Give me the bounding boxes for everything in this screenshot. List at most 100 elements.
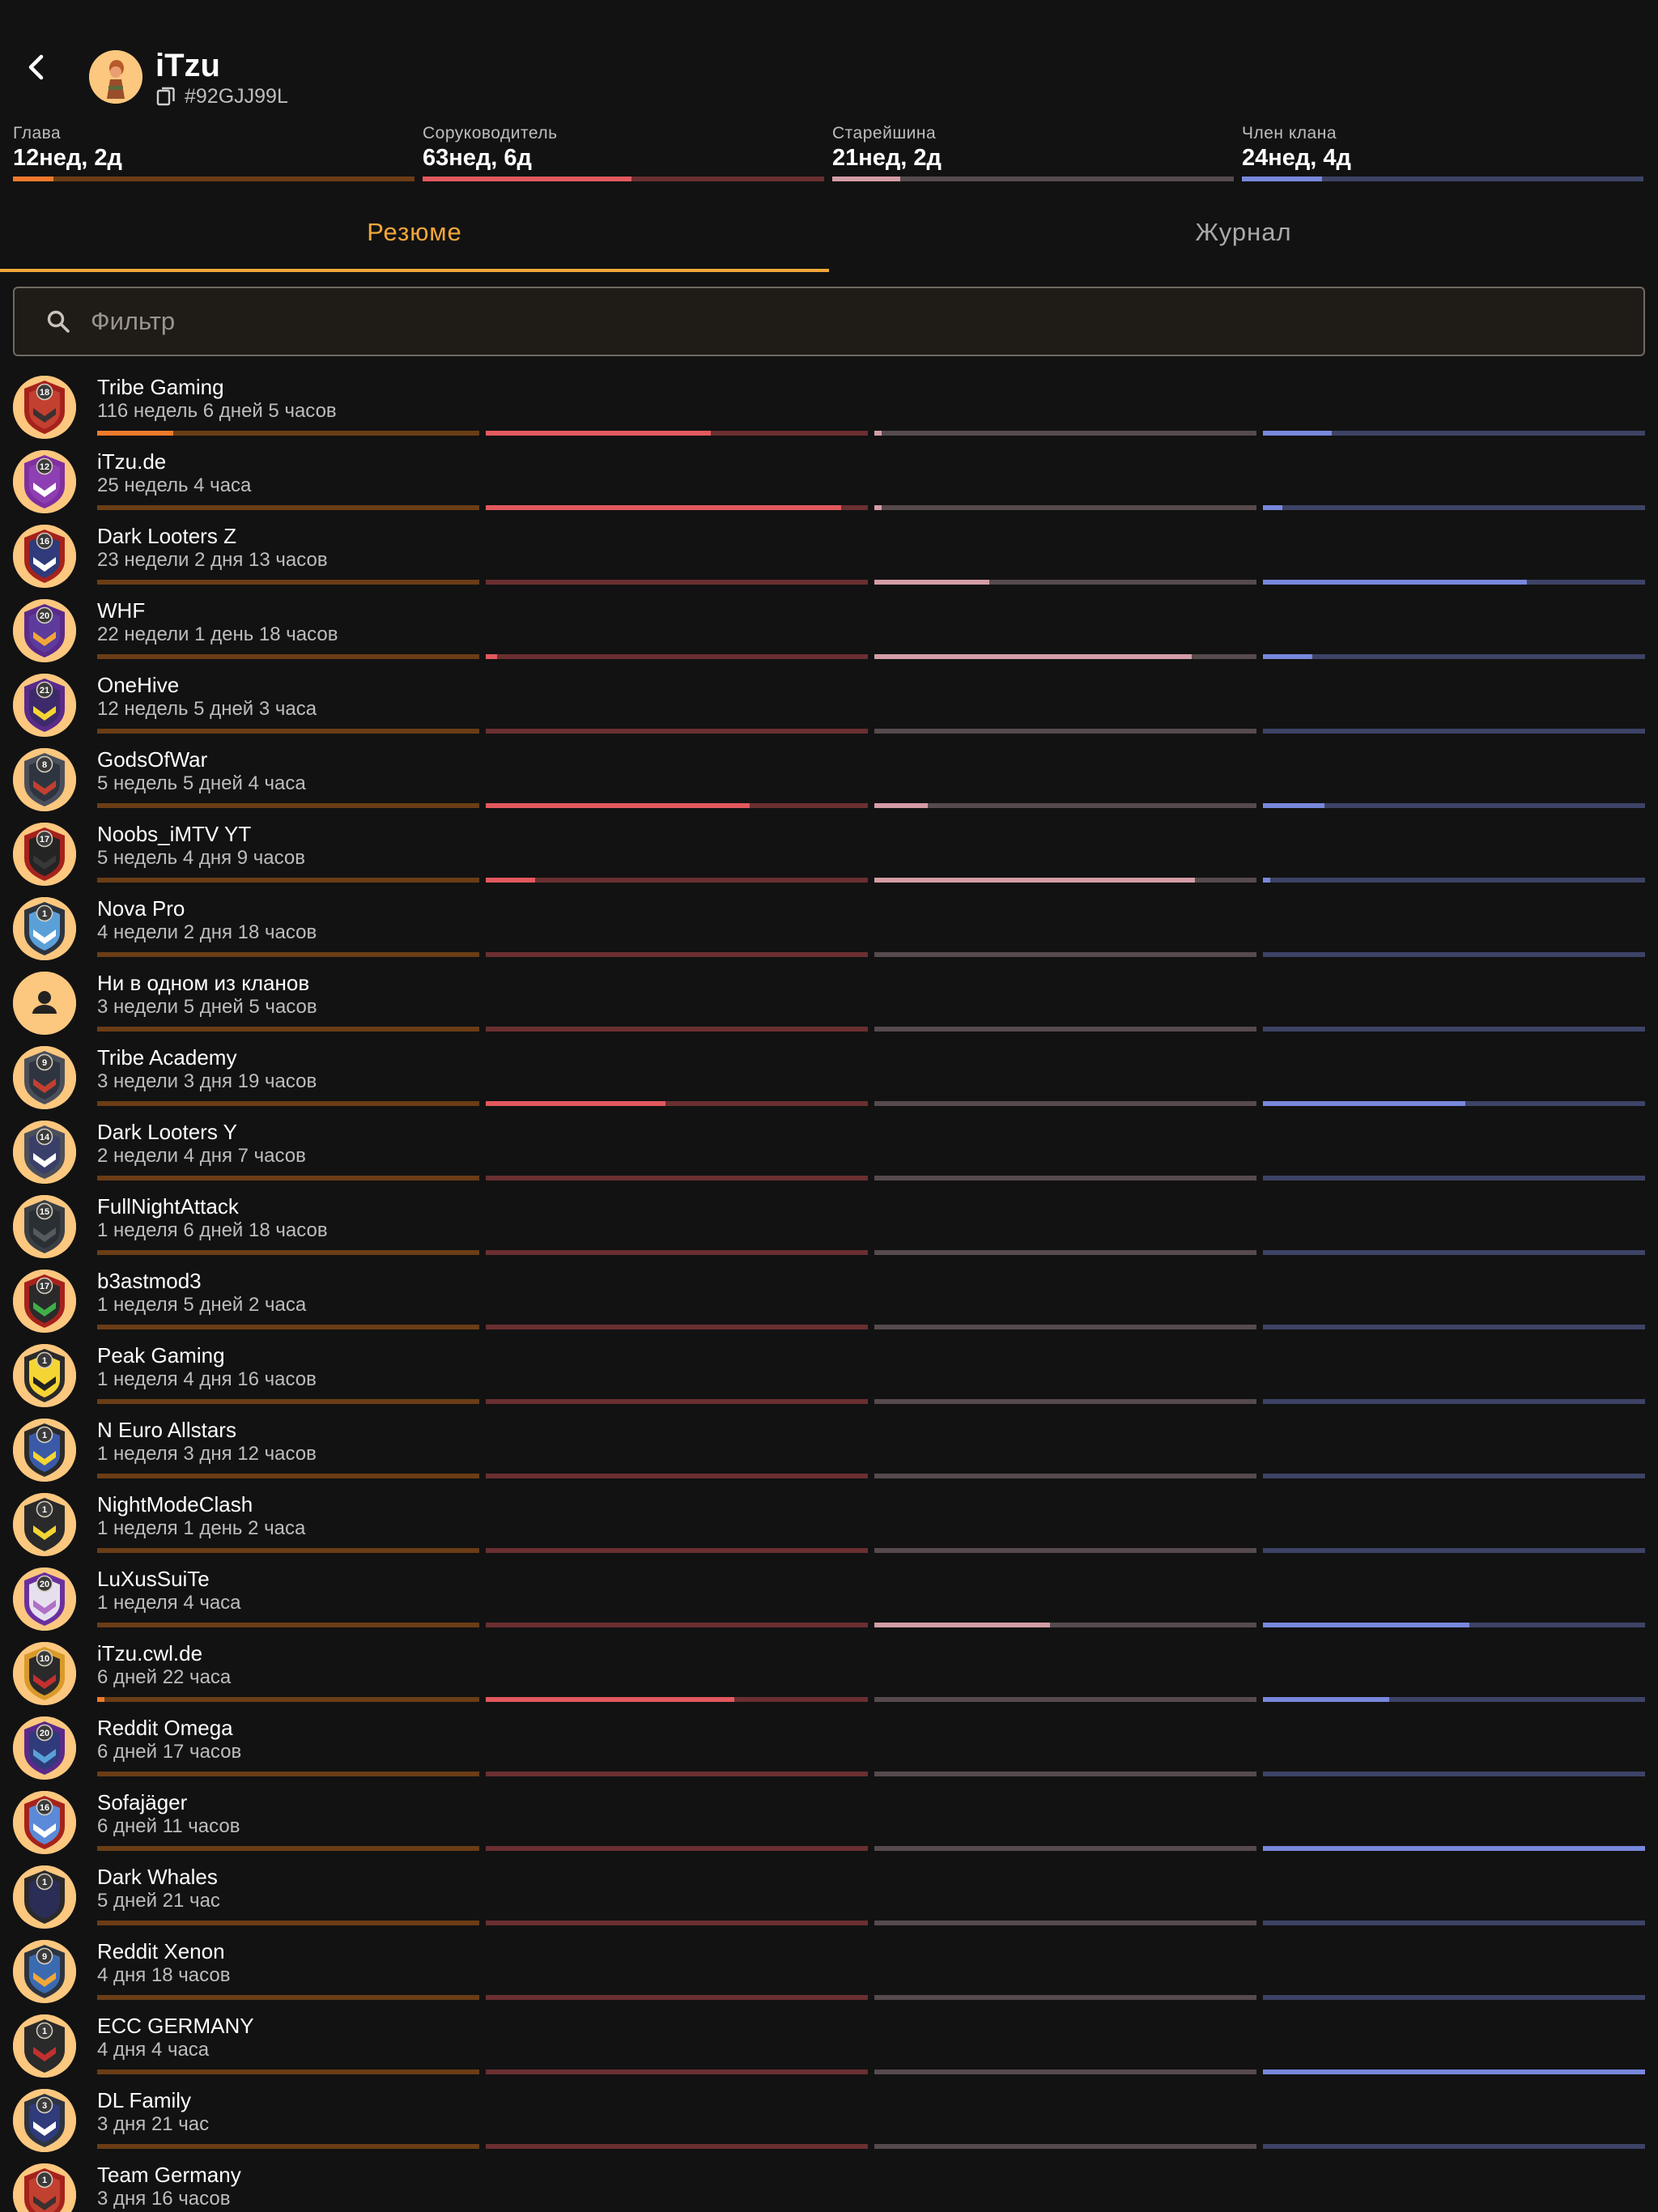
- clan-level: 12: [40, 462, 49, 472]
- clan-badge-icon: 9: [13, 1940, 76, 2003]
- clan-row[interactable]: 1 N Euro Allstars 1 неделя 3 дня 12 часов: [0, 1412, 1658, 1487]
- clan-bar-elder: [874, 2069, 1256, 2074]
- clan-bar-member: [1263, 1027, 1645, 1032]
- clan-duration: 1 неделя 4 часа: [97, 1592, 241, 1614]
- role-bar: [13, 177, 414, 181]
- clan-bar-member: [1263, 1697, 1645, 1702]
- clan-row[interactable]: 20 Reddit Omega 6 дней 17 часов: [0, 1710, 1658, 1784]
- filter-box[interactable]: [13, 287, 1645, 356]
- clan-row[interactable]: 10 iTzu.cwl.de 6 дней 22 часа: [0, 1636, 1658, 1710]
- clan-duration: 6 дней 22 часа: [97, 1666, 232, 1688]
- clan-duration: 1 неделя 6 дней 18 часов: [97, 1219, 328, 1241]
- clan-duration: 1 неделя 5 дней 2 часа: [97, 1294, 307, 1316]
- clan-row[interactable]: 17 b3astmod3 1 неделя 5 дней 2 часа: [0, 1263, 1658, 1338]
- clan-level: 1: [42, 1505, 47, 1515]
- player-avatar[interactable]: [89, 50, 142, 104]
- clan-bar-leader: [97, 1176, 479, 1180]
- clan-bar-member: [1263, 2069, 1645, 2074]
- clan-bar-co-leader: [486, 431, 868, 436]
- clan-row[interactable]: 16 Sofajäger 6 дней 11 часов: [0, 1784, 1658, 1859]
- clan-bar-co-leader: [486, 729, 868, 734]
- clan-row[interactable]: 8 GodsOfWar 5 недель 5 дней 4 часа: [0, 742, 1658, 816]
- clan-bar-leader: [97, 1474, 479, 1478]
- clan-row[interactable]: 3 DL Family 3 дня 21 час: [0, 2082, 1658, 2157]
- clan-row[interactable]: 1 Nova Pro 4 недели 2 дня 18 часов: [0, 891, 1658, 965]
- clan-level: 3: [42, 2101, 47, 2111]
- clan-level: 16: [40, 1803, 49, 1813]
- clan-badge-icon: 12: [13, 450, 76, 513]
- clan-row[interactable]: 1 NightModeClash 1 неделя 1 день 2 часа: [0, 1487, 1658, 1561]
- clan-duration: 3 дня 21 час: [97, 2113, 210, 2135]
- clan-bar-co-leader: [486, 1399, 868, 1404]
- clan-level: 15: [40, 1207, 49, 1217]
- clan-bar-elder: [874, 1399, 1256, 1404]
- clan-bar-leader: [97, 803, 479, 808]
- clan-bar-leader: [97, 1325, 479, 1329]
- back-button[interactable]: [16, 47, 57, 87]
- clan-row[interactable]: 18 Tribe Gaming 116 недель 6 дней 5 часов: [0, 369, 1658, 444]
- clan-bar-elder: [874, 1846, 1256, 1851]
- tab-active-indicator: [0, 269, 829, 272]
- clan-name: Dark Looters Y: [97, 1120, 237, 1144]
- role-value: 24нед, 4д: [1242, 145, 1351, 171]
- clan-bar-co-leader: [486, 952, 868, 957]
- clan-duration: 3 недели 3 дня 19 часов: [97, 1070, 317, 1092]
- clan-duration: 23 недели 2 дня 13 часов: [97, 549, 328, 571]
- clan-level: 1: [42, 909, 47, 919]
- clan-bar-elder: [874, 1250, 1256, 1255]
- clan-bar-elder: [874, 2144, 1256, 2149]
- clan-row[interactable]: 20 WHF 22 недели 1 день 18 часов: [0, 593, 1658, 667]
- clan-bar-member: [1263, 1176, 1645, 1180]
- clan-row[interactable]: 17 Noobs_iMTV YT 5 недель 4 дня 9 часов: [0, 816, 1658, 891]
- clan-bar-elder: [874, 1921, 1256, 1925]
- clan-bar-elder: [874, 1995, 1256, 2000]
- clan-row[interactable]: 1 Peak Gaming 1 неделя 4 дня 16 часов: [0, 1338, 1658, 1412]
- clan-level: 16: [40, 537, 49, 547]
- clan-bar-leader: [97, 1772, 479, 1776]
- clan-row[interactable]: 15 FullNightAttack 1 неделя 6 дней 18 часо…: [0, 1189, 1658, 1263]
- clan-bar-leader: [97, 1399, 479, 1404]
- clan-badge-icon: 20: [13, 599, 76, 662]
- clan-bar-elder: [874, 1548, 1256, 1553]
- clan-name: OneHive: [97, 673, 180, 697]
- clan-bar-co-leader: [486, 1772, 868, 1776]
- clan-bar-co-leader: [486, 1846, 868, 1851]
- clan-bar-elder: [874, 580, 1256, 585]
- clan-row[interactable]: Ни в одном из кланов 3 недели 5 дней 5 ча…: [0, 965, 1658, 1040]
- clan-duration: 22 недели 1 день 18 часов: [97, 623, 338, 645]
- clan-bar-leader: [97, 1921, 479, 1925]
- clan-bar-member: [1263, 1995, 1645, 2000]
- clan-level: 1: [42, 1356, 47, 1366]
- tab-log[interactable]: Журнал: [1195, 218, 1292, 246]
- clan-name: GodsOfWar: [97, 747, 208, 772]
- clan-bar-elder: [874, 505, 1256, 510]
- clan-row[interactable]: 1 Dark Whales 5 дней 21 час: [0, 1859, 1658, 1933]
- clan-bar-co-leader: [486, 1921, 868, 1925]
- clan-badge-icon: 21: [13, 674, 76, 737]
- clan-bar-leader: [97, 580, 479, 585]
- clan-row[interactable]: 9 Tribe Academy 3 недели 3 дня 19 часов: [0, 1040, 1658, 1114]
- player-tag-row[interactable]: #92GJJ99L: [155, 84, 288, 108]
- tab-summary[interactable]: Резюме: [367, 218, 462, 246]
- clan-badge-icon: 9: [13, 1046, 76, 1109]
- clan-row[interactable]: 20 LuXusSuiTe 1 неделя 4 часа: [0, 1561, 1658, 1636]
- clan-bar-co-leader: [486, 2069, 868, 2074]
- clan-duration: 5 дней 21 час: [97, 1890, 220, 1912]
- clan-name: N Euro Allstars: [97, 1418, 236, 1442]
- filter-input[interactable]: [91, 289, 1643, 354]
- clan-row[interactable]: 9 Reddit Xenon 4 дня 18 часов: [0, 1933, 1658, 2008]
- role-value: 63нед, 6д: [423, 145, 532, 171]
- clan-row[interactable]: 16 Dark Looters Z 23 недели 2 дня 13 часов: [0, 518, 1658, 593]
- clan-row[interactable]: 1 Team Germany 3 дня 16 часов: [0, 2157, 1658, 2212]
- clan-bar-co-leader: [486, 1548, 868, 1553]
- clan-row[interactable]: 1 ECC GERMANY 4 дня 4 часа: [0, 2008, 1658, 2082]
- clan-name: WHF: [97, 598, 146, 623]
- clan-bar-member: [1263, 431, 1645, 436]
- clan-name: Dark Looters Z: [97, 524, 236, 548]
- tab-bar: Резюме Журнал: [0, 191, 1658, 274]
- clan-row[interactable]: 21 OneHive 12 недель 5 дней 3 часа: [0, 667, 1658, 742]
- clan-badge-icon: 15: [13, 1195, 76, 1258]
- clan-row[interactable]: 12 iTzu.de 25 недель 4 часа: [0, 444, 1658, 518]
- clan-bar-leader: [97, 878, 479, 883]
